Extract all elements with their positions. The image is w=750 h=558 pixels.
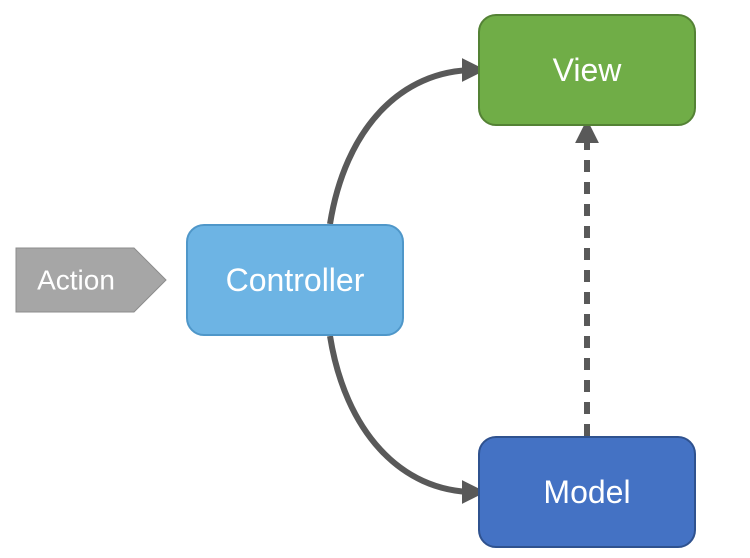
controller-label: Controller — [226, 262, 365, 299]
action-node: Action — [16, 248, 166, 312]
controller-node: Controller — [186, 224, 404, 336]
mvc-diagram: Action Controller View Model — [0, 0, 750, 558]
view-node: View — [478, 14, 696, 126]
model-label: Model — [543, 474, 630, 511]
view-label: View — [553, 52, 622, 89]
edge-controller-to-view — [330, 70, 475, 224]
action-label: Action — [37, 265, 115, 296]
model-node: Model — [478, 436, 696, 548]
edge-controller-to-model — [330, 336, 475, 492]
